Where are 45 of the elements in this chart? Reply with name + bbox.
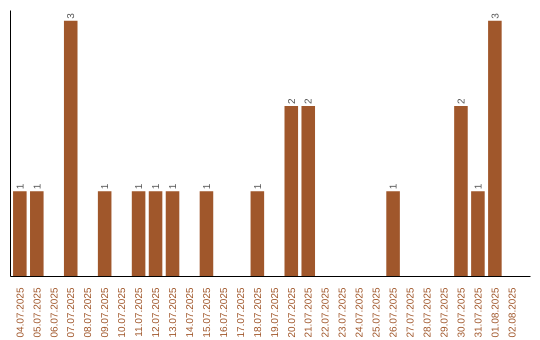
data-label: 3 <box>66 12 78 19</box>
x-tick-label: 30.07.2025 <box>456 287 468 338</box>
x-tick-label: 19.07.2025 <box>270 287 281 338</box>
x-tick-label: 25.07.2025 <box>372 287 383 338</box>
data-label: 1 <box>473 183 484 190</box>
data-label: 2 <box>304 98 315 104</box>
x-tick-label: 02.08.2025 <box>507 287 518 338</box>
x-tick-label: 27.07.2025 <box>406 287 417 338</box>
x-tick-label: 22.07.2025 <box>320 287 332 338</box>
x-tick-label: 21.07.2025 <box>304 287 315 338</box>
data-label: 1 <box>202 183 213 190</box>
x-tick-label: 09.07.2025 <box>100 287 112 338</box>
x-tick-label: 11.07.2025 <box>134 287 146 337</box>
data-label: 2 <box>286 98 298 104</box>
data-label: 1 <box>151 183 162 190</box>
data-label: 3 <box>490 12 502 19</box>
data-label: 1 <box>15 183 26 190</box>
x-tick-label: 07.07.2025 <box>66 287 78 338</box>
x-tick-label: 23.07.2025 <box>338 287 349 338</box>
x-tick-label: 15.07.2025 <box>202 287 213 338</box>
x-tick-label: 01.08.2025 <box>490 287 502 338</box>
x-tick-label: 05.07.2025 <box>32 287 44 338</box>
data-label: 1 <box>388 183 400 190</box>
data-label: 1 <box>32 183 44 190</box>
data-label: 2 <box>456 98 468 104</box>
data-label: 1 <box>252 183 264 190</box>
x-tick-label: 24.07.2025 <box>354 287 366 338</box>
x-tick-label: 26.07.2025 <box>388 287 400 338</box>
data-label: 1 <box>134 183 146 190</box>
x-tick-label: 29.07.2025 <box>439 287 450 338</box>
data-label: 1 <box>100 183 112 190</box>
x-tick-label: 13.07.2025 <box>168 287 180 338</box>
data-label: 1 <box>168 183 180 190</box>
x-tick-label: 04.07.2025 <box>15 287 26 338</box>
x-tick-label: 06.07.2025 <box>49 287 60 338</box>
x-tick-label: 16.07.2025 <box>218 287 230 338</box>
x-tick-label: 20.07.2025 <box>286 287 298 338</box>
x-tick-label: 28.07.2025 <box>422 287 434 338</box>
x-tick-label: 10.07.2025 <box>117 287 128 338</box>
x-tick-label: 31.07.2025 <box>473 287 484 338</box>
x-tick-label: 18.07.2025 <box>252 287 264 338</box>
x-tick-label: 14.07.2025 <box>184 287 196 338</box>
x-tick-label: 17.07.2025 <box>236 287 247 338</box>
x-tick-label: 12.07.2025 <box>151 287 162 338</box>
x-tick-label: 08.07.2025 <box>83 287 94 338</box>
